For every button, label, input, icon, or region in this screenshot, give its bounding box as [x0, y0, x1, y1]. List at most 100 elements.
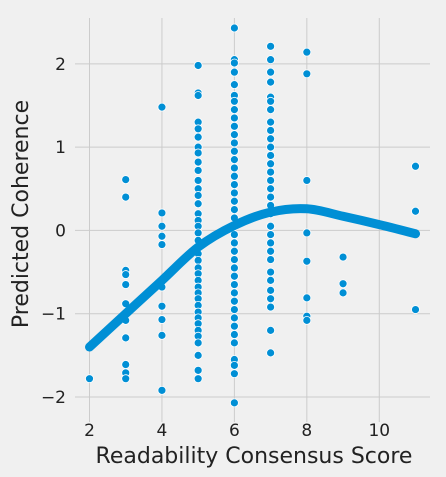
x-tick-label: 6 — [229, 421, 240, 441]
data-point — [157, 301, 167, 311]
data-point — [157, 240, 167, 249]
data-point — [193, 365, 203, 375]
data-point — [411, 206, 420, 216]
data-point — [121, 374, 131, 384]
data-point — [157, 102, 167, 112]
x-axis-ticks: 2 4 6 8 10 — [84, 421, 390, 441]
data-point — [229, 369, 239, 379]
data-point — [193, 199, 203, 209]
data-point — [266, 134, 276, 144]
data-point — [229, 155, 239, 165]
y-tick-label: 2 — [55, 55, 66, 75]
data-point — [411, 161, 420, 171]
data-point — [229, 163, 239, 173]
data-point — [121, 192, 131, 202]
data-point — [229, 296, 239, 306]
data-point — [266, 105, 276, 115]
data-point — [302, 256, 312, 266]
data-point — [229, 130, 239, 140]
data-point — [229, 330, 239, 339]
data-point — [193, 91, 203, 100]
data-point — [121, 280, 131, 289]
data-point — [266, 192, 276, 202]
data-point — [229, 246, 239, 256]
data-point — [157, 221, 167, 231]
data-point — [229, 288, 239, 298]
data-point — [229, 58, 239, 68]
data-point — [157, 231, 167, 241]
data-point — [229, 280, 239, 289]
data-point — [157, 385, 167, 395]
x-axis-title: Readability Consensus Score — [96, 444, 413, 469]
scatter-points — [85, 23, 420, 408]
data-point — [193, 255, 203, 265]
data-point — [157, 330, 167, 340]
data-point — [266, 96, 276, 106]
x-tick-label: 8 — [301, 421, 312, 441]
data-point — [302, 176, 312, 185]
data-point — [229, 205, 239, 214]
data-point — [229, 180, 239, 189]
data-point — [229, 360, 239, 370]
data-point — [229, 67, 239, 77]
data-point — [266, 221, 276, 231]
data-point — [229, 188, 239, 198]
data-point — [266, 230, 276, 239]
data-point — [229, 338, 239, 348]
data-point — [193, 350, 203, 360]
data-point — [266, 67, 276, 77]
y-tick-label: −1 — [41, 305, 66, 325]
data-point — [229, 398, 239, 408]
data-point — [193, 374, 203, 384]
data-point — [266, 41, 276, 51]
data-point — [193, 157, 203, 167]
y-tick-label: 0 — [55, 221, 66, 241]
data-point — [121, 333, 131, 343]
data-point — [229, 313, 239, 323]
data-point — [229, 196, 239, 206]
data-point — [302, 69, 312, 79]
data-point — [266, 325, 276, 335]
data-point — [229, 263, 239, 273]
data-point — [229, 138, 239, 148]
data-point — [193, 338, 203, 348]
y-axis-ticks: −2 −1 0 1 2 — [41, 55, 66, 408]
x-tick-label: 10 — [368, 421, 390, 441]
data-point — [229, 121, 239, 131]
data-point — [266, 55, 276, 65]
data-point — [266, 184, 276, 194]
data-point — [193, 228, 203, 238]
data-point — [302, 47, 312, 57]
data-point — [229, 146, 239, 156]
data-point — [266, 151, 276, 160]
data-point — [338, 279, 348, 289]
data-point — [266, 246, 276, 256]
data-point — [121, 175, 131, 185]
data-point — [266, 267, 276, 277]
data-point — [229, 238, 239, 248]
data-point — [302, 228, 312, 238]
data-point — [266, 176, 276, 185]
data-point — [229, 113, 239, 123]
data-point — [229, 255, 239, 264]
data-point — [266, 238, 276, 248]
y-axis-title: Predicted Coherence — [9, 100, 34, 328]
data-point — [266, 255, 276, 264]
data-point — [266, 117, 276, 127]
data-point — [157, 208, 167, 218]
data-point — [266, 167, 276, 177]
y-tick-label: −2 — [41, 388, 66, 408]
data-point — [121, 360, 131, 369]
data-point — [85, 374, 94, 384]
data-point — [229, 305, 239, 314]
data-point — [229, 23, 239, 33]
data-point — [193, 61, 203, 70]
data-point — [193, 124, 203, 134]
trend-line — [84, 204, 421, 352]
data-point — [193, 132, 203, 142]
data-point — [266, 126, 276, 135]
y-tick-label: 1 — [55, 138, 66, 158]
data-point — [338, 252, 348, 262]
data-point — [302, 315, 312, 325]
